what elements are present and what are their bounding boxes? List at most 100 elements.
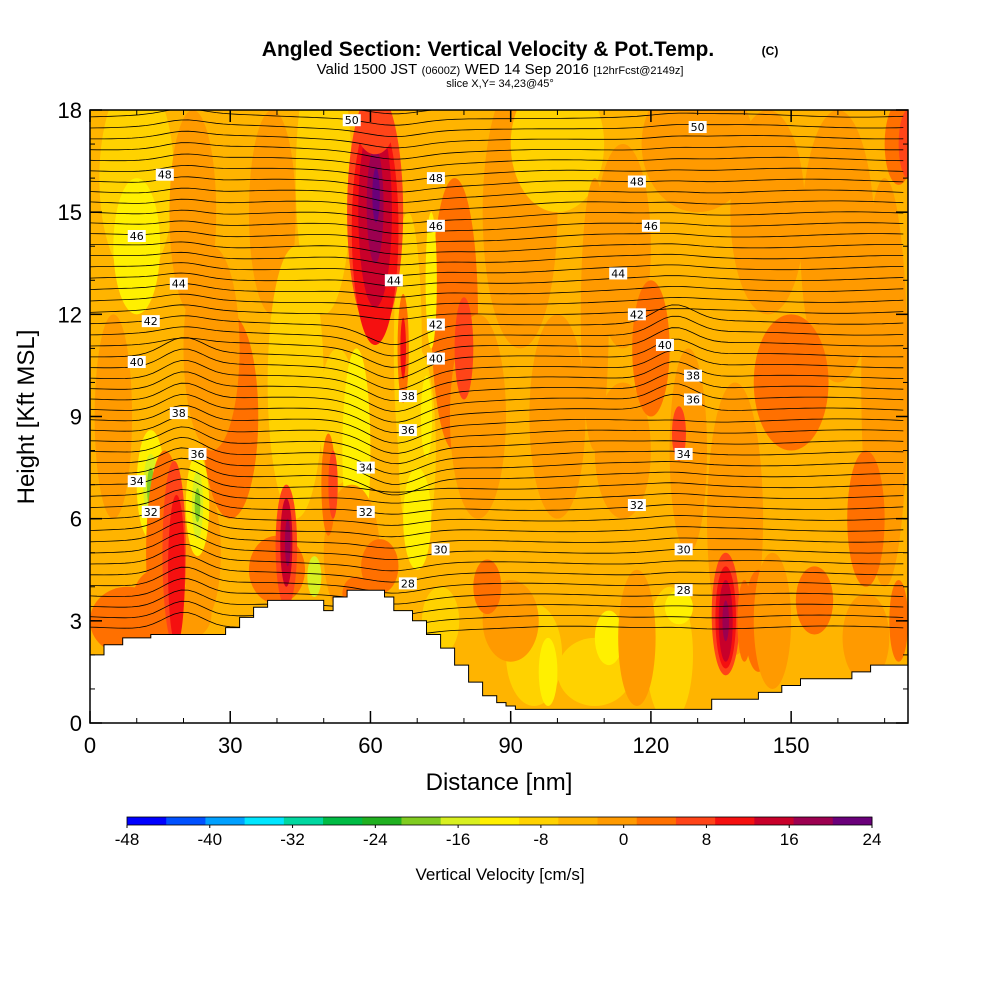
contour-label: 36 <box>683 393 702 406</box>
velocity-region <box>618 569 656 706</box>
chart-title: Angled Section: Vertical Velocity & Pot.… <box>262 38 714 61</box>
potential-temperature-contours <box>90 110 904 637</box>
contour-label-text: 44 <box>387 274 401 287</box>
theta-contour <box>90 337 904 380</box>
contour-label: 28 <box>674 584 693 597</box>
velocity-region <box>580 178 609 451</box>
plot-area: 50 50 48 48 48 46 46 46 44 44 44 42 42 42 40 40 40 38 38 38… <box>90 110 908 723</box>
contour-label: 30 <box>674 543 693 556</box>
theta-contour <box>90 304 904 346</box>
velocity-region <box>664 590 693 625</box>
theta-contour <box>90 566 904 594</box>
theta-contour <box>90 220 904 235</box>
theta-contour <box>90 393 904 434</box>
theta-contour <box>90 209 904 224</box>
velocity-region <box>267 246 324 519</box>
velocity-region <box>183 246 240 451</box>
theta-contour <box>90 176 904 193</box>
contour-label: 34 <box>127 475 146 488</box>
theta-contour <box>90 478 904 504</box>
colorbar-swatch <box>558 817 599 825</box>
chart-title-unit: (C) <box>762 44 779 58</box>
contour-label-text: 34 <box>677 448 691 461</box>
theta-contour <box>90 241 904 255</box>
theta-contour <box>90 130 904 149</box>
contour-label-text: 36 <box>401 424 415 437</box>
x-tick-label: 150 <box>773 733 810 758</box>
velocity-region <box>194 488 201 523</box>
contour-label: 38 <box>398 390 417 403</box>
velocity-region <box>356 110 394 155</box>
contour-label-text: 38 <box>172 407 186 420</box>
theta-contour <box>90 532 904 560</box>
theta-contour <box>90 262 904 276</box>
colorbar-tick-label: -8 <box>533 830 548 849</box>
contour-label-text: 34 <box>130 475 144 488</box>
velocity-region <box>594 610 623 666</box>
velocity-region <box>594 382 651 519</box>
theta-contour <box>90 360 904 402</box>
contour-label-text: 36 <box>191 448 205 461</box>
contour-label: 38 <box>683 369 702 383</box>
theta-contour <box>90 283 904 298</box>
colorbar-swatch <box>323 817 363 825</box>
velocity-region <box>510 110 605 213</box>
contour-label: 46 <box>127 230 146 243</box>
theta-contour <box>90 499 904 526</box>
velocity-region <box>425 212 437 349</box>
velocity-region <box>168 494 185 645</box>
contour-label: 34 <box>356 461 375 475</box>
velocity-region <box>113 178 161 315</box>
colorbar-tick-label: 8 <box>702 830 711 849</box>
contour-label: 50 <box>688 121 707 134</box>
colorbar-swatch <box>401 817 442 825</box>
theta-contour <box>90 555 904 583</box>
contour-label-text: 46 <box>429 220 443 233</box>
x-tick-label: 90 <box>498 733 522 758</box>
contour-label-text: 38 <box>401 390 415 403</box>
contour-label-text: 40 <box>429 353 443 366</box>
contour-label-text: 50 <box>345 114 359 127</box>
theta-contour <box>90 119 904 137</box>
colorbar-tick-label: 0 <box>619 830 628 849</box>
theta-contour <box>90 436 904 475</box>
contour-label-text: 48 <box>158 169 172 182</box>
x-tick-label: 60 <box>358 733 382 758</box>
colorbar-tick-label: -24 <box>363 830 388 849</box>
velocity-region <box>795 566 834 635</box>
velocity-region <box>800 110 876 383</box>
contour-label-text: 50 <box>691 121 705 134</box>
x-axis-ticks: 0 30 60 90 120 150 <box>84 110 886 758</box>
contour-label-text: 28 <box>401 577 415 590</box>
contour-label: 42 <box>141 315 160 328</box>
contour-label: 30 <box>431 543 450 556</box>
theta-contour <box>90 198 904 214</box>
x-tick-label: 0 <box>84 733 96 758</box>
contour-label: 44 <box>169 277 188 291</box>
x-axis-label: Distance [nm] <box>426 769 573 796</box>
colorbar-swatch <box>832 817 873 825</box>
contour-label: 36 <box>188 447 207 461</box>
contour-labels: 50 50 48 48 48 46 46 46 44 44 44 42 42 42 40 40 40 38 38 38… <box>127 114 707 597</box>
colorbar-swatch <box>793 817 834 825</box>
velocity-region <box>94 314 133 519</box>
theta-contour <box>90 304 904 321</box>
contour-label: 34 <box>674 447 693 461</box>
velocity-region <box>594 144 651 349</box>
contour-label-text: 30 <box>677 543 691 556</box>
y-axis-label: Height [Kft MSL] <box>13 330 40 505</box>
theta-contour <box>90 327 904 368</box>
contour-label-text: 42 <box>144 315 158 328</box>
contour-label: 36 <box>398 424 417 437</box>
velocity-region <box>454 297 474 400</box>
contour-label-text: 48 <box>429 172 443 185</box>
theta-contour <box>90 489 904 515</box>
contour-label: 42 <box>627 308 646 321</box>
theta-contour <box>90 510 904 538</box>
contour-label: 50 <box>342 114 361 127</box>
contour-label: 48 <box>627 175 646 189</box>
velocity-region <box>372 167 380 223</box>
colorbar-swatch <box>715 817 755 825</box>
slice-info: slice X,Y= 34,23@45° <box>446 78 554 90</box>
x-tick-label: 30 <box>218 733 242 758</box>
